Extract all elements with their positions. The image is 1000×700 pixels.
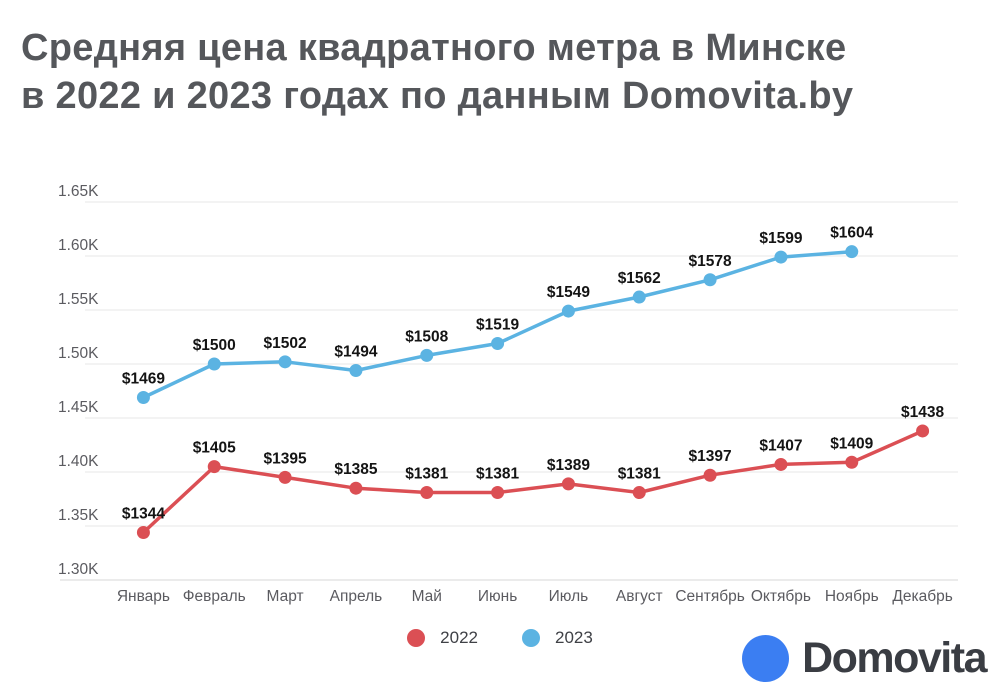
data-point-2022 <box>916 424 930 438</box>
data-point-label-2023: $1562 <box>618 270 661 287</box>
x-axis-tick-label: Июль <box>549 588 589 605</box>
data-point-2023 <box>207 357 221 371</box>
chart-legend: 2022 2023 <box>0 628 1000 648</box>
price-line-chart: 1.30K 1.35K 1.40K 1.45K 1.50K 1.55K 1.60K 1.65K… <box>58 183 958 605</box>
data-point-2022 <box>774 457 788 471</box>
legend-marker-2023-icon <box>522 629 540 647</box>
data-point-2022 <box>278 470 292 484</box>
x-axis-tick-label: Сентябрь <box>675 588 744 605</box>
legend-item-2022: 2022 <box>407 628 478 648</box>
x-axis-tick-label: Октябрь <box>751 588 811 605</box>
data-point-2023 <box>632 290 646 304</box>
legend-item-2023: 2023 <box>522 628 593 648</box>
data-point-label-2022: $1381 <box>618 466 661 483</box>
x-axis-tick-label: Декабрь <box>892 588 952 605</box>
data-point-label-2023: $1604 <box>830 225 873 242</box>
data-point-label-2022: $1409 <box>830 435 873 452</box>
x-axis-tick-label: Февраль <box>183 588 246 605</box>
data-point-2022 <box>136 525 150 539</box>
data-point-2023 <box>491 336 505 350</box>
data-point-2023 <box>349 363 363 377</box>
data-point-label-2023: $1469 <box>122 370 165 387</box>
x-axis-tick-label: Май <box>412 588 442 605</box>
data-point-2023 <box>136 390 150 404</box>
data-point-label-2022: $1344 <box>122 505 165 522</box>
chart-title: Средняя цена квадратного метра в Минске … <box>21 24 853 120</box>
data-point-label-2022: $1381 <box>405 466 448 483</box>
data-point-label-2023: $1494 <box>334 343 377 360</box>
data-point-label-2023: $1519 <box>476 316 519 333</box>
data-point-label-2023: $1599 <box>759 230 802 247</box>
y-axis-tick-label: 1.30K <box>58 561 99 578</box>
y-axis-tick-label: 1.60K <box>58 237 99 254</box>
x-axis-tick-label: Ноябрь <box>825 588 879 605</box>
data-point-label-2022: $1438 <box>901 404 944 421</box>
data-point-2022 <box>420 486 434 500</box>
legend-marker-2022-icon <box>407 629 426 647</box>
series-line-2022 <box>141 429 925 535</box>
data-point-label-2023: $1502 <box>264 335 307 352</box>
y-axis-tick-label: 1.55K <box>58 291 99 308</box>
y-axis-tick-label: 1.50K <box>58 345 99 362</box>
legend-label-2023: 2023 <box>555 628 593 647</box>
data-point-2023 <box>703 273 717 287</box>
data-point-2022 <box>703 468 717 482</box>
data-point-2023 <box>845 245 859 259</box>
data-point-2023 <box>774 250 788 264</box>
data-point-label-2023: $1500 <box>193 337 236 354</box>
chart-title-line1: Средняя цена квадратного метра в Минске <box>21 27 847 69</box>
domovita-logo-text: Domovita <box>802 634 987 682</box>
data-point-2022 <box>561 477 575 491</box>
data-point-label-2022: $1397 <box>689 448 732 465</box>
y-axis-tick-label: 1.65K <box>58 183 99 200</box>
data-point-label-2022: $1395 <box>264 450 307 467</box>
data-point-2023 <box>278 355 292 369</box>
chart-title-line2: в 2022 и 2023 годах по данным Domovita.b… <box>21 75 854 117</box>
data-point-label-2023: $1578 <box>689 253 732 270</box>
data-point-2022 <box>349 481 363 495</box>
x-axis-tick-label: Август <box>616 588 663 605</box>
domovita-logo-circle-icon <box>742 635 790 682</box>
y-axis-tick-label: 1.35K <box>58 507 99 524</box>
y-axis-tick-label: 1.40K <box>58 453 99 470</box>
data-point-label-2022: $1385 <box>334 461 377 478</box>
x-axis-tick-label: Январь <box>117 588 170 605</box>
x-axis-tick-label: Июнь <box>478 588 517 605</box>
data-point-2022 <box>207 460 221 474</box>
data-point-2023 <box>420 348 434 362</box>
data-point-2022 <box>632 486 646 500</box>
data-point-label-2022: $1381 <box>476 466 519 483</box>
data-point-label-2023: $1508 <box>405 328 448 345</box>
data-point-2023 <box>561 304 575 318</box>
data-point-label-2023: $1549 <box>547 284 590 301</box>
y-axis-tick-label: 1.45K <box>58 399 99 416</box>
data-point-2022 <box>845 455 859 469</box>
domovita-logo: Domovita <box>742 634 987 683</box>
legend-label-2022: 2022 <box>440 628 478 647</box>
data-point-2022 <box>491 486 505 500</box>
x-axis-tick-label: Апрель <box>330 588 383 605</box>
x-axis-tick-label: Март <box>267 588 304 605</box>
data-point-label-2022: $1407 <box>759 437 802 454</box>
data-point-label-2022: $1389 <box>547 457 590 474</box>
data-point-label-2022: $1405 <box>193 440 236 457</box>
